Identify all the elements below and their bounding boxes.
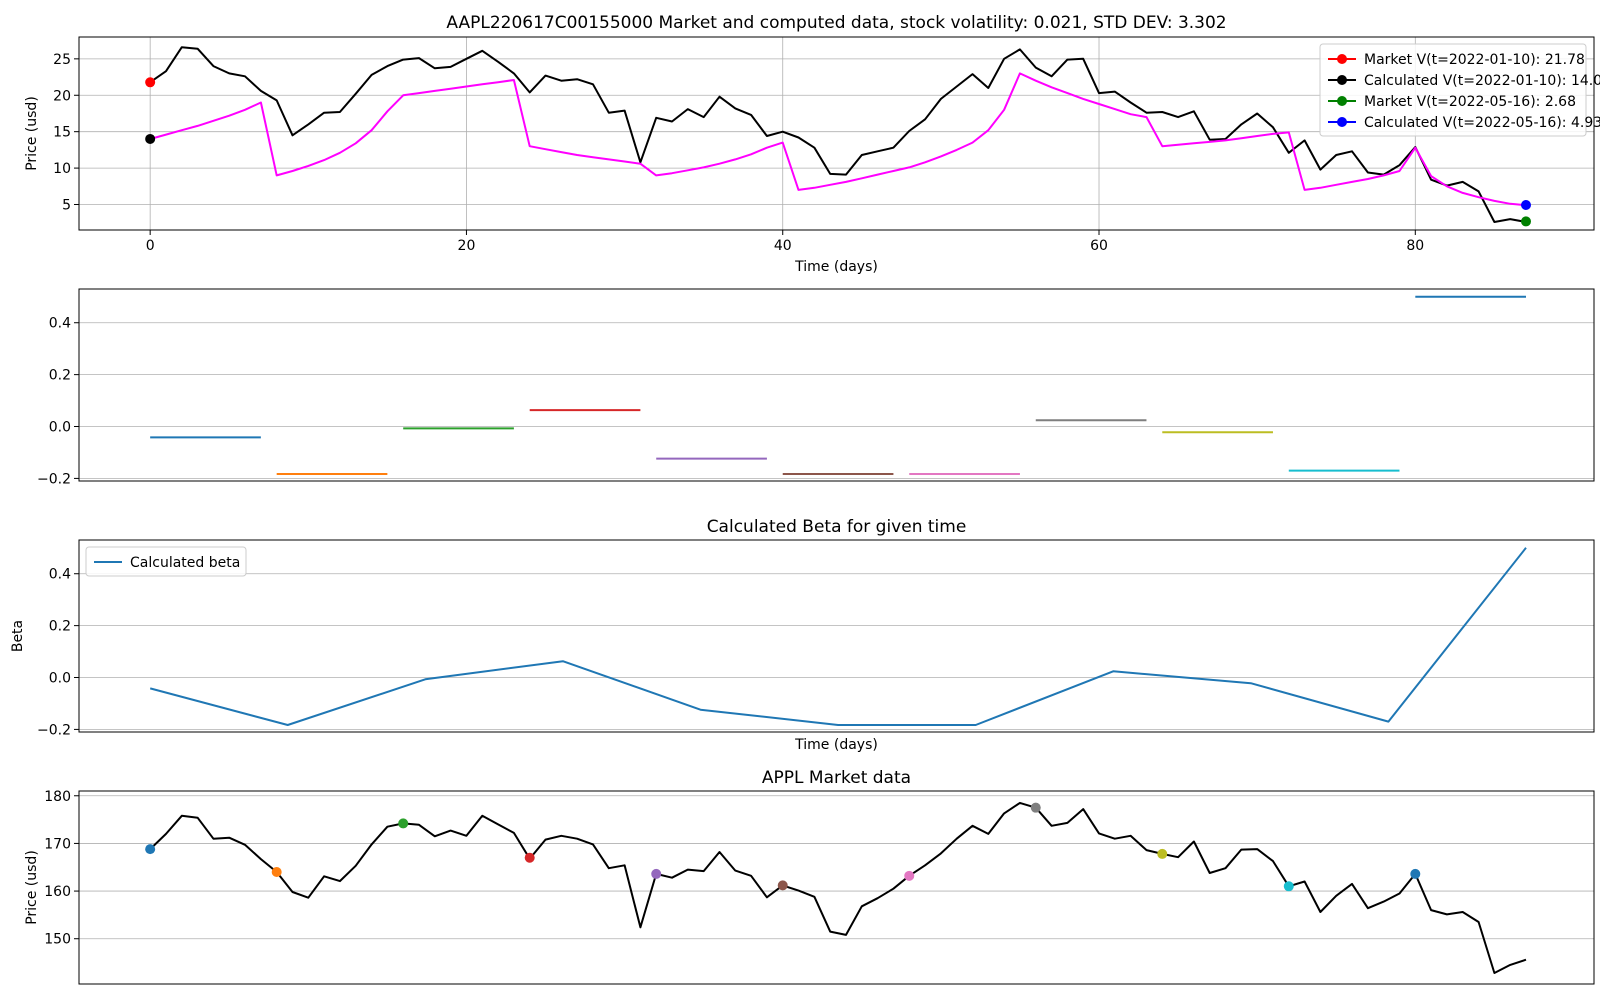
legend-label: Calculated V(t=2022-05-16): 4.93 bbox=[1364, 115, 1600, 131]
chart-title: AAPL220617C00155000 Market and computed … bbox=[446, 13, 1226, 33]
x-axis-label: Time (days) bbox=[794, 259, 878, 275]
legend-marker bbox=[1337, 75, 1347, 85]
x-tick-label: 60 bbox=[1090, 238, 1108, 254]
y-axis-label: Price (usd) bbox=[24, 96, 40, 171]
legend-marker bbox=[1337, 54, 1347, 64]
y-tick-label: −0.2 bbox=[37, 722, 71, 738]
x-tick-label: 40 bbox=[774, 238, 792, 254]
y-tick-label: 25 bbox=[53, 52, 71, 68]
chart-panel-3: −0.2 0.0 0.2 0.4 Calculated Beta for given t… bbox=[10, 517, 1595, 753]
marker-point-3 bbox=[1520, 216, 1531, 227]
legend-label: Market V(t=2022-05-16): 2.68 bbox=[1364, 94, 1576, 110]
marker-point-4 bbox=[1520, 200, 1531, 211]
y-axis-label: Beta bbox=[10, 620, 26, 652]
axes-frame bbox=[78, 36, 1595, 231]
grid bbox=[79, 573, 1594, 730]
legend-label: Calculated beta bbox=[130, 555, 240, 571]
legend-box bbox=[1319, 43, 1587, 137]
y-tick-label: 170 bbox=[44, 836, 71, 852]
x-tick-label: 20 bbox=[458, 238, 476, 254]
marker-point-9 bbox=[1157, 848, 1168, 859]
marker-point-11 bbox=[1410, 868, 1421, 879]
legend-label: Market V(t=2022-01-10): 21.78 bbox=[1364, 52, 1585, 68]
marker-point-6 bbox=[777, 880, 788, 891]
chart-title: Calculated Beta for given time bbox=[707, 517, 967, 537]
series-line-1 bbox=[149, 46, 1527, 223]
chart-panel-4: 150 160 170 180 APPL Market data Price (usd) bbox=[24, 768, 1595, 985]
marker-point-4 bbox=[524, 852, 535, 863]
x-tick-label: 0 bbox=[146, 238, 155, 254]
y-tick-label: 0.2 bbox=[49, 619, 71, 635]
y-tick-label: 180 bbox=[44, 789, 71, 805]
legend: Market V(t=2022-01-10): 21.78 Calculated … bbox=[1319, 43, 1600, 137]
x-tick-label: 80 bbox=[1406, 238, 1424, 254]
chart-title: APPL Market data bbox=[762, 768, 911, 788]
y-tick-label: 150 bbox=[44, 932, 71, 948]
marker-point-10 bbox=[1283, 881, 1294, 892]
marker-point-2 bbox=[145, 133, 156, 144]
grid bbox=[79, 322, 1594, 479]
series-line-2 bbox=[149, 72, 1527, 207]
chart-panel-2: −0.2 0.0 0.2 0.4 bbox=[37, 288, 1595, 487]
marker-point-1 bbox=[145, 844, 156, 855]
marker-point-7 bbox=[904, 870, 915, 881]
grid bbox=[79, 795, 1594, 940]
axes-frame bbox=[78, 539, 1595, 733]
series-line-1 bbox=[149, 801, 1527, 974]
y-tick-label: 0.0 bbox=[49, 420, 71, 436]
y-tick-label: 0.2 bbox=[49, 368, 71, 384]
y-tick-label: 10 bbox=[53, 161, 71, 177]
marker-point-2 bbox=[271, 867, 282, 878]
y-tick-label: 0.4 bbox=[49, 567, 71, 583]
y-tick-label: 5 bbox=[62, 198, 71, 214]
marker-point-3 bbox=[398, 818, 409, 829]
legend-box bbox=[85, 546, 247, 577]
marker-point-1 bbox=[145, 77, 156, 88]
series-line-1 bbox=[149, 547, 1527, 726]
x-axis-label: Time (days) bbox=[794, 737, 878, 753]
axes-frame bbox=[78, 790, 1595, 985]
legend-marker bbox=[1337, 117, 1347, 127]
y-tick-label: 0.0 bbox=[49, 671, 71, 687]
axes-frame bbox=[78, 288, 1595, 482]
y-tick-label: 15 bbox=[53, 125, 71, 141]
y-tick-label: −0.2 bbox=[37, 471, 71, 487]
y-tick-label: 160 bbox=[44, 884, 71, 900]
y-axis-label: Price (usd) bbox=[24, 850, 40, 925]
chart-panel-1: 0 20 40 60 80 5 10 15 20 25 AAPL220617C00155000 Ma… bbox=[24, 13, 1600, 275]
y-tick-label: 20 bbox=[53, 88, 71, 104]
y-tick-label: 0.4 bbox=[49, 316, 71, 332]
legend-label: Calculated V(t=2022-01-10): 14.00 bbox=[1364, 73, 1600, 89]
marker-point-8 bbox=[1030, 802, 1041, 813]
legend-marker bbox=[1337, 96, 1347, 106]
marker-point-5 bbox=[651, 868, 662, 879]
legend: Calculated beta bbox=[85, 546, 247, 577]
